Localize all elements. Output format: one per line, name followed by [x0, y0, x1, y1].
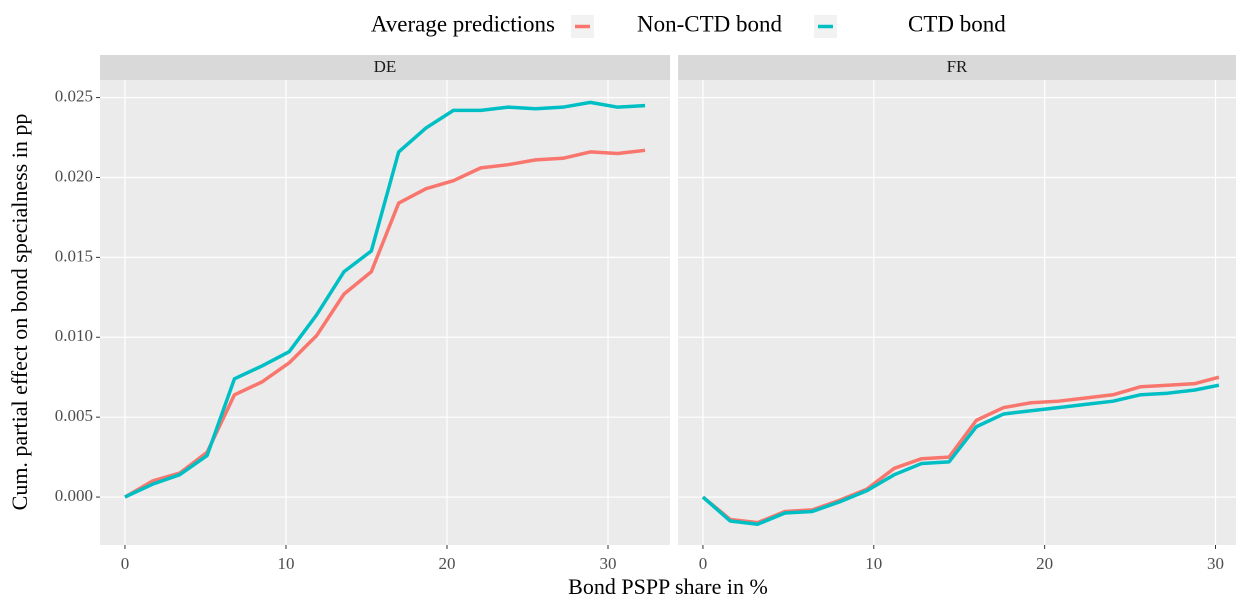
- x-tick-label: 10: [277, 554, 294, 573]
- x-tick-label: 30: [1207, 554, 1224, 573]
- x-axis-label: Bond PSPP share in %: [568, 574, 768, 599]
- y-tick-label: 0.020: [55, 166, 93, 185]
- legend-title: Average predictions: [371, 11, 555, 36]
- y-axis-label: Cum. partial effect on bond specialness …: [7, 114, 32, 511]
- legend-label: Non-CTD bond: [637, 11, 783, 36]
- y-tick-label: 0.015: [55, 246, 93, 265]
- facet-strip: [100, 55, 670, 80]
- x-tick-label: 20: [438, 554, 455, 573]
- y-tick-label: 0.000: [55, 486, 93, 505]
- y-tick-label: 0.005: [55, 406, 93, 425]
- facet-strip: [678, 55, 1236, 80]
- facet-title: FR: [947, 57, 968, 76]
- x-tick-label: 10: [865, 554, 882, 573]
- panel-background: [100, 80, 670, 545]
- y-tick-label: 0.025: [55, 86, 93, 105]
- facet-title: DE: [374, 57, 397, 76]
- legend-label: CTD bond: [908, 11, 1006, 36]
- line-series: [701, 383, 1220, 526]
- x-tick-label: 30: [600, 554, 617, 573]
- x-tick-label: 0: [699, 554, 708, 573]
- line-series: [124, 100, 646, 499]
- panel-background: [678, 80, 1236, 545]
- y-tick-label: 0.010: [55, 326, 93, 345]
- x-tick-label: 0: [121, 554, 130, 573]
- x-tick-label: 20: [1036, 554, 1053, 573]
